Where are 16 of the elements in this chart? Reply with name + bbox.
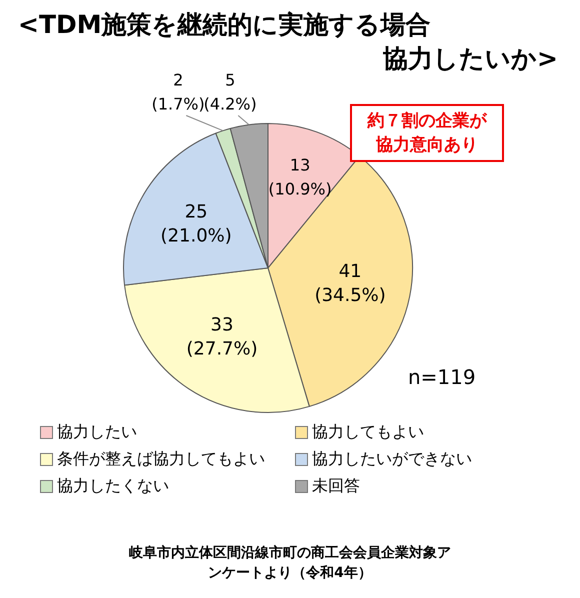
text: 約７割の企業が協力意向あり bbox=[350, 104, 504, 162]
legend-label: 未回答 bbox=[312, 476, 360, 497]
legend-label: 協力したいができない bbox=[312, 449, 472, 470]
chart-title: <TDM施策を継続的に実施する場合協力したいか> bbox=[18, 10, 558, 73]
data-label: 13 (10.9%) bbox=[268, 155, 332, 198]
data-label: 25 (21.0%) bbox=[160, 201, 232, 246]
text: 岐阜市内立体区間沿線市町の商工会会員企業対象アンケートより（令和4年） bbox=[128, 544, 452, 583]
legend-label: 条件が整えば協力してもよい bbox=[57, 449, 265, 470]
legend-label: 協力したくない bbox=[57, 476, 169, 497]
legend-label: 協力してもよい bbox=[312, 422, 424, 443]
data-label: 41 (34.5%) bbox=[314, 261, 386, 306]
text: n=119 bbox=[408, 365, 476, 389]
data-label: 33 (27.7%) bbox=[186, 314, 258, 360]
legend-label: 協力したい bbox=[57, 422, 137, 443]
data-label: 5 (4.2%) bbox=[204, 70, 257, 114]
data-label: 2 (1.7%) bbox=[152, 70, 205, 114]
